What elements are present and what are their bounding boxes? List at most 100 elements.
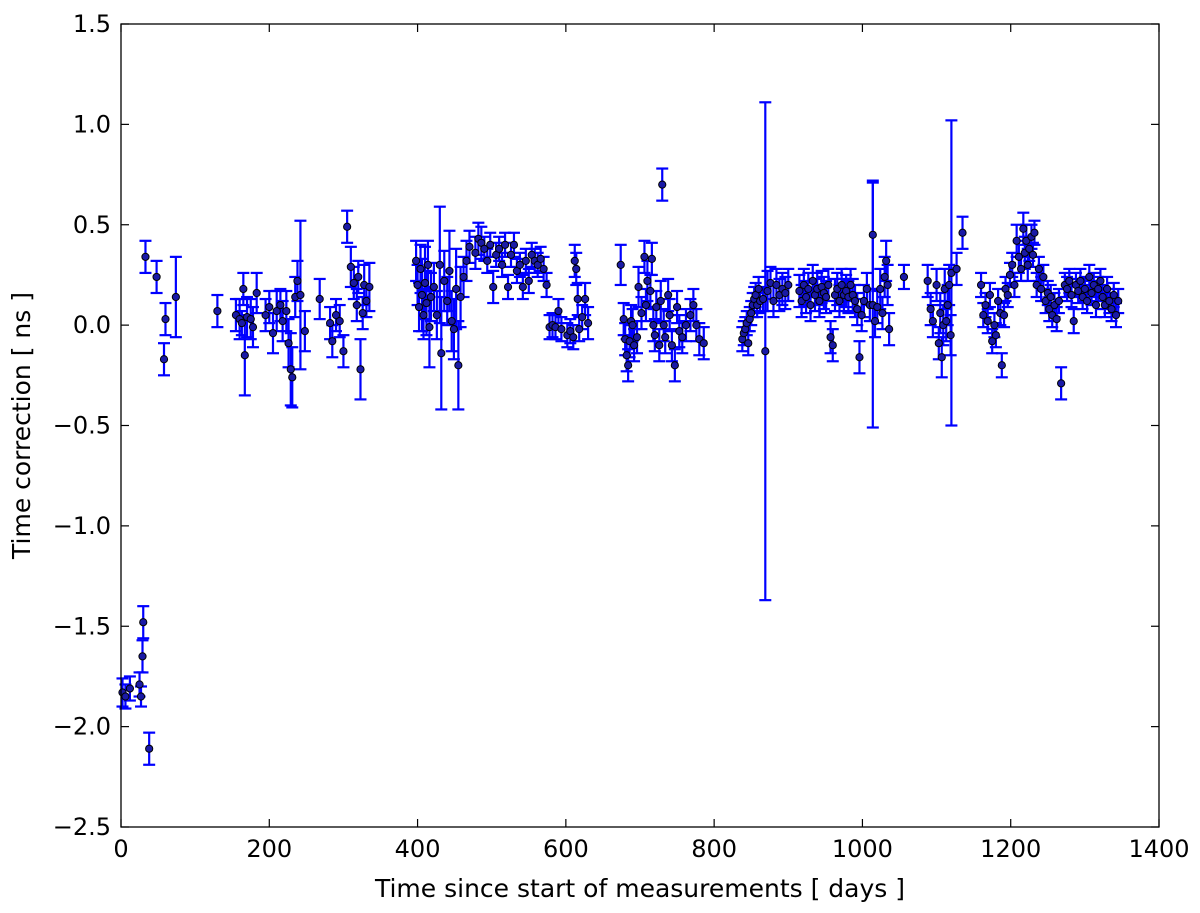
data-point — [462, 256, 471, 265]
tick-layer: 0 200 400 600 800 1000 1200 1400 −2.5 −2.0 −1.5 −1.… — [53, 10, 1190, 863]
data-point — [641, 300, 651, 310]
data-point — [159, 355, 169, 364]
data-point — [936, 308, 945, 318]
data-point — [1005, 270, 1015, 280]
data-point — [784, 280, 793, 290]
data-point — [452, 284, 461, 294]
data-point — [658, 180, 667, 189]
data-point — [440, 276, 449, 286]
data-point — [346, 262, 355, 272]
data-point — [619, 315, 628, 324]
data-point — [352, 300, 361, 310]
data-point — [136, 692, 146, 701]
data-point — [416, 264, 425, 274]
data-point — [692, 321, 701, 330]
data-point — [943, 300, 952, 310]
data-point — [1054, 296, 1064, 306]
data-point — [923, 276, 932, 286]
data-point — [1037, 284, 1046, 294]
data-point — [362, 296, 371, 306]
data-point — [649, 321, 658, 330]
data-point — [1065, 276, 1074, 286]
data-point — [958, 228, 967, 237]
data-point — [1057, 379, 1066, 388]
data-point — [994, 296, 1003, 306]
data-point — [414, 302, 424, 312]
data-point — [286, 365, 295, 374]
data-point — [991, 331, 1000, 340]
data-point — [572, 264, 581, 274]
data-point — [1082, 296, 1092, 306]
data-point — [1062, 284, 1072, 294]
data-point — [689, 300, 698, 310]
data-point — [569, 333, 578, 342]
data-point — [1034, 264, 1043, 274]
data-point — [486, 240, 495, 249]
data-point — [1016, 264, 1026, 274]
data-point — [554, 306, 563, 316]
data-point — [573, 294, 582, 304]
data-point — [293, 276, 302, 286]
data-point — [988, 337, 997, 346]
data-point — [934, 339, 943, 348]
data-point — [985, 290, 995, 300]
data-point — [1012, 236, 1021, 245]
data-point — [356, 365, 365, 374]
y-tick-label: −2.5 — [53, 813, 111, 841]
data-point — [826, 333, 835, 342]
y-tick-label: 0.5 — [73, 211, 111, 239]
data-point — [1014, 252, 1023, 261]
data-point — [1003, 290, 1012, 300]
data-point — [883, 280, 892, 290]
data-point — [634, 282, 643, 292]
y-tick-label: −1.5 — [53, 612, 111, 640]
data-point — [125, 684, 134, 693]
data-point — [335, 317, 344, 326]
x-axis-label: Time since start of measurements [ days … — [374, 874, 905, 903]
data-point — [880, 272, 889, 282]
data-point — [667, 341, 676, 350]
data-point — [781, 288, 790, 298]
data-point — [419, 310, 428, 320]
data-point — [632, 333, 642, 342]
data-point — [282, 306, 291, 316]
data-point — [358, 308, 367, 318]
data-point — [952, 264, 961, 274]
data-point — [349, 278, 358, 288]
data-point — [678, 333, 687, 342]
data-point — [937, 353, 946, 362]
data-point — [899, 272, 909, 282]
data-point — [524, 276, 533, 286]
data-point — [1025, 244, 1034, 253]
data-point — [744, 339, 753, 348]
data-point — [1010, 280, 1019, 290]
data-point — [239, 284, 248, 294]
data-point — [1080, 284, 1089, 294]
data-point — [152, 272, 161, 282]
data-point — [495, 244, 504, 253]
data-point — [503, 282, 513, 292]
data-point — [489, 282, 498, 292]
data-point — [664, 290, 673, 300]
data-point — [252, 288, 261, 298]
data-point — [878, 308, 887, 318]
data-point — [1008, 260, 1017, 269]
data-point — [483, 256, 492, 265]
data-point — [365, 282, 374, 292]
data-point — [435, 260, 444, 269]
y-tick-label: 0.0 — [73, 311, 111, 339]
data-point — [862, 284, 871, 294]
data-point — [873, 302, 882, 312]
data-point — [575, 325, 584, 334]
data-point — [808, 276, 817, 286]
data-point — [432, 310, 441, 320]
data-point — [265, 302, 274, 312]
data-point — [459, 272, 468, 282]
data-point — [646, 286, 655, 296]
data-point — [288, 373, 297, 382]
data-point — [443, 296, 452, 306]
data-point — [325, 319, 335, 328]
data-point — [672, 302, 682, 312]
data-point — [1023, 260, 1032, 269]
data-point — [853, 304, 862, 314]
